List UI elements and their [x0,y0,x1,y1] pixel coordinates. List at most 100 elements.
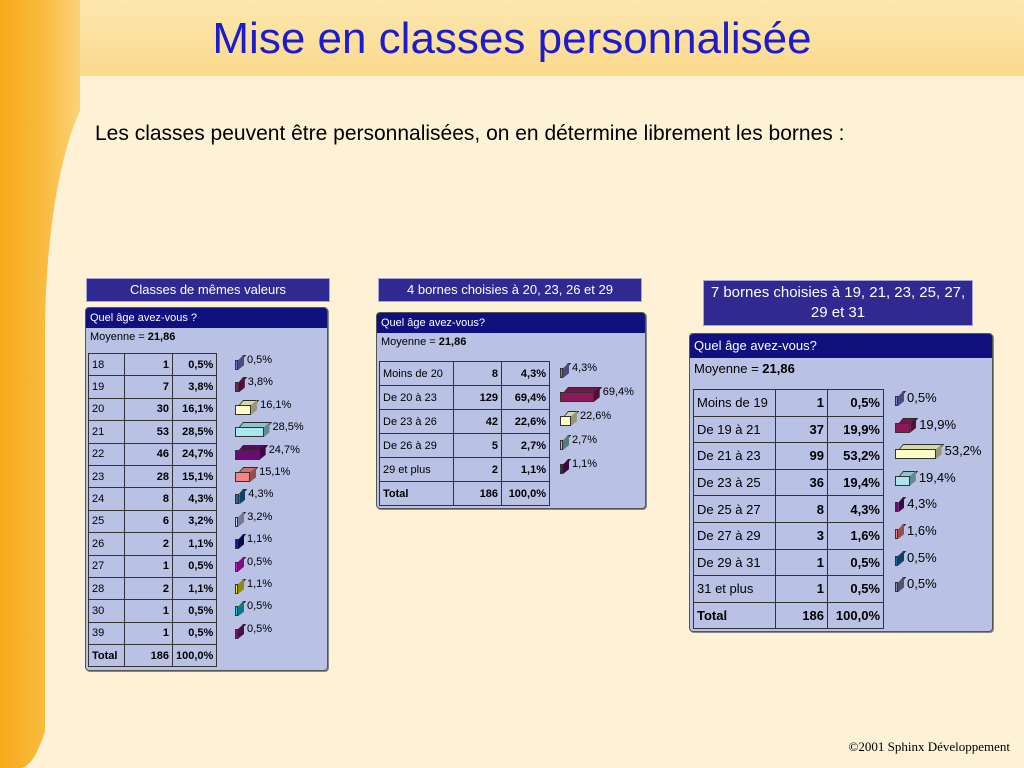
panel-2-mean-label: Moyenne = [381,336,439,348]
bar-side [238,511,245,527]
bar-face [895,529,898,539]
count-cell: 28 [124,464,173,489]
percent-cell: 1,1% [171,576,218,601]
table-row: 20 30 16,1% [88,397,218,422]
bar-side [593,387,600,402]
bar-percent-label: 1,1% [247,578,273,590]
class-cell: De 25 à 27 [693,495,776,523]
count-cell: 2 [124,532,173,556]
count-cell: 1 [124,352,173,377]
class-cell: De 19 à 21 [693,415,776,444]
panel-3-bar-chart: 0,5% 19,9% 53,2% 19,4% 4,3% 1,6% 0,5% 0,5% [895,390,991,621]
bar-side [898,497,905,513]
table-row: 21 53 28,5% [88,420,218,444]
bar-side [935,444,942,460]
bar-percent-label: 0,5% [907,576,937,592]
percent-cell: 16,1% [171,397,218,422]
count-cell: 3 [775,521,828,550]
bar-side [909,470,916,486]
bar-percent-label: 1,6% [907,523,937,538]
class-cell: 26 [88,532,125,556]
bar-face [560,440,563,450]
bar-face [895,449,936,460]
count-cell: 46 [124,442,173,466]
table-total-row: Total 186 100,0% [693,601,884,630]
bar-percent-label: 28,5% [272,421,304,434]
percent-cell: 3,2% [171,509,218,534]
bar-side [563,435,569,450]
bar-percent-label: 16,1% [260,398,292,411]
panel-1-mean-value: 21,86 [147,331,176,343]
panel-3-caption: 7 bornes choisies à 19, 21, 23, 25, 27, … [703,280,973,326]
percent-cell: 0,5% [171,352,218,377]
table-row: De 27 à 29 3 1,6% [693,521,884,550]
panel-2-question: Quel âge avez-vous? [377,313,645,333]
table-row: 22 46 24,7% [88,442,218,466]
count-cell: 1 [775,389,828,417]
count-cell: 53 [124,420,173,444]
class-cell: 24 [88,487,125,511]
table-row: 39 1 0,5% [88,621,218,646]
bar-face [235,494,240,505]
bar-side [263,422,270,438]
bar-side [238,623,244,639]
class-cell: Moins de 20 [379,361,454,386]
class-cell: 29 et plus [379,457,454,482]
bar-face [235,606,238,617]
bar-face [235,427,264,438]
bar-side [259,444,266,460]
table-row: 29 et plus 2 1,1% [379,457,550,482]
bar-percent-label: 0,5% [247,555,273,568]
bar-side [898,524,904,539]
panel-2-caption: 4 bornes choisies à 20, 23, 26 et 29 [378,278,642,302]
class-cell: Total [379,481,454,506]
bar-side [238,534,244,550]
bar-percent-label: 3,2% [247,510,273,523]
bar-percent-label: 19,9% [919,416,957,432]
table-row: Moins de 20 8 4,3% [379,361,550,386]
count-cell: 186 [124,644,173,668]
percent-cell: 53,2% [827,442,884,470]
count-cell: 8 [124,487,173,511]
bar-side [238,601,244,617]
bar-percent-label: 53,2% [944,443,982,459]
bar-face [560,464,563,474]
bar-face [560,416,571,426]
class-cell: 39 [88,621,125,646]
bar-face [235,516,239,527]
table-row: De 20 à 23 129 69,4% [379,385,550,410]
bar-percent-label: 0,5% [247,600,273,613]
count-cell: 37 [775,415,828,444]
bar-face [895,422,911,433]
bar-face [895,475,910,486]
percent-cell: 4,3% [171,487,218,511]
percent-cell: 0,5% [827,389,884,417]
slide-title: Mise en classes personnalisée [212,14,812,63]
table-row: De 23 à 26 42 22,6% [379,409,550,434]
class-cell: 30 [88,599,125,623]
bar-percent-label: 4,3% [572,362,598,374]
bar-side [898,577,904,593]
bar-face [235,539,238,550]
bar-percent-label: 4,3% [907,496,937,512]
count-cell: 8 [775,495,828,523]
table-row: 23 28 15,1% [88,464,218,489]
bar-face [560,392,594,402]
bar-percent-label: 1,1% [247,533,273,546]
count-cell: 2 [453,457,502,482]
bar-percent-label: 24,7% [268,443,300,456]
class-cell: De 27 à 29 [693,521,776,550]
percent-cell: 0,5% [171,599,218,623]
bar-percent-label: 15,1% [259,466,291,478]
percent-cell: 0,5% [827,548,884,577]
class-cell: De 29 à 31 [693,548,776,577]
table-row: De 21 à 23 99 53,2% [693,442,884,470]
bar-face [235,404,252,415]
percent-cell: 0,5% [171,554,218,578]
panel-3-mean-value: 21,86 [762,361,795,376]
table-row: De 23 à 25 36 19,4% [693,468,884,497]
panel-2-mean: Moyenne = 21,86 [377,333,645,351]
count-cell: 186 [453,481,502,506]
percent-cell: 3,8% [171,375,218,399]
bar-face [235,561,238,572]
